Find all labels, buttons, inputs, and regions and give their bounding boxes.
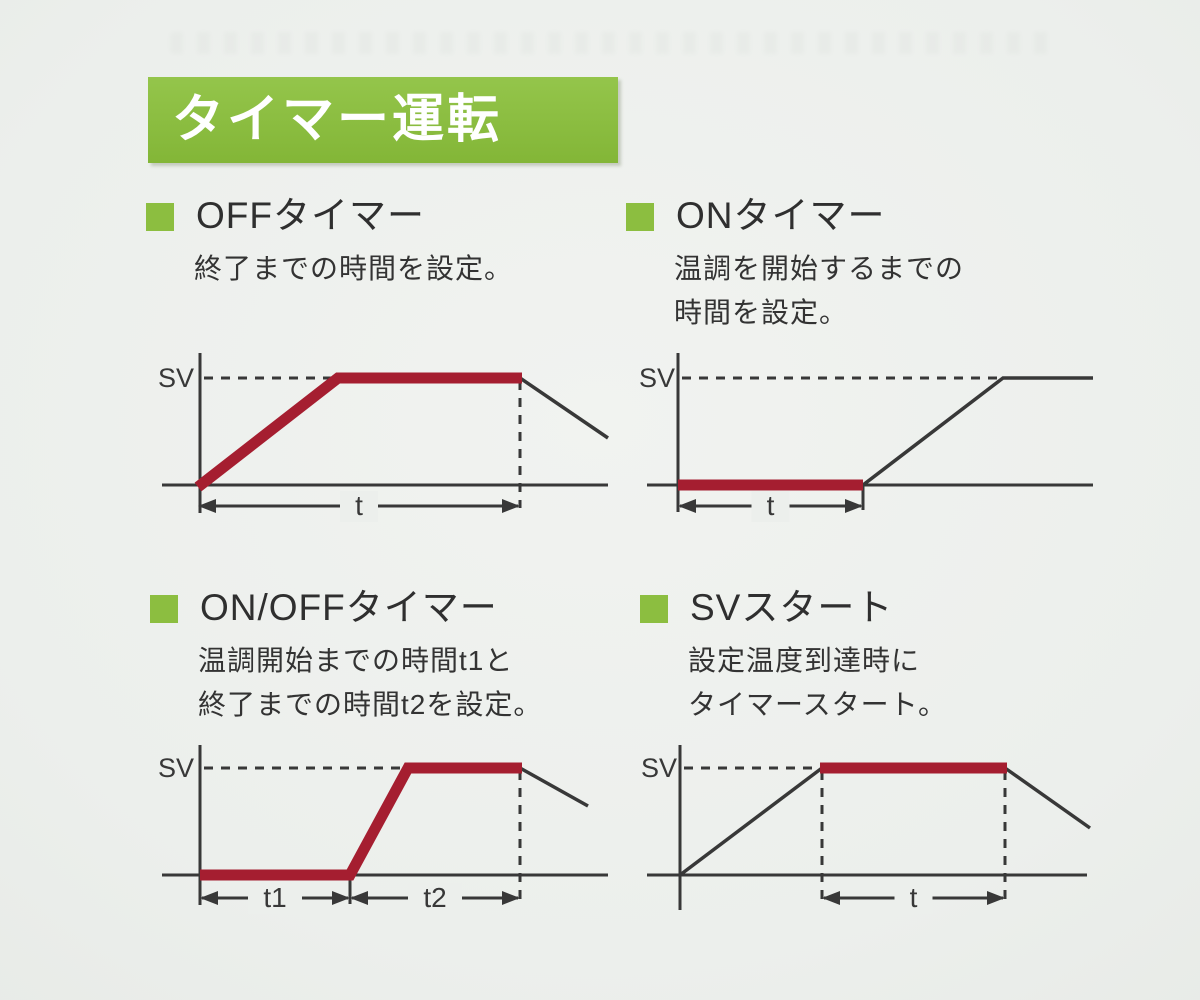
green-square-bullet-icon bbox=[150, 595, 178, 623]
svg-text:SV: SV bbox=[641, 753, 677, 783]
svg-text:t: t bbox=[767, 490, 775, 521]
green-square-bullet-icon bbox=[640, 595, 668, 623]
section-description: 温調開始までの時間t1と 終了までの時間t2を設定。 bbox=[198, 639, 630, 727]
section-sv-start: SVスタート 設定温度到達時に タイマースタート。 bbox=[640, 586, 1120, 727]
section-header: ONタイマー bbox=[626, 194, 1106, 238]
section-description-line: 設定温度到達時に bbox=[688, 644, 921, 676]
section-description-line: 温調開始までの時間t1と bbox=[198, 644, 514, 676]
svg-text:SV: SV bbox=[639, 363, 675, 393]
section-off-timer: OFFタイマー 終了までの時間を設定。 bbox=[146, 194, 626, 291]
off-timer-diagram: t SV bbox=[158, 353, 609, 522]
on-off-timer-diagram: t1 t2 SV bbox=[158, 745, 608, 914]
green-square-bullet-icon bbox=[626, 203, 654, 231]
svg-text:t: t bbox=[910, 882, 918, 913]
section-description-line: 温調を開始するまでの bbox=[674, 252, 965, 284]
section-description-line: タイマースタート。 bbox=[688, 688, 948, 720]
section-on-off-timer: ON/OFFタイマー 温調開始までの時間t1と 終了までの時間t2を設定。 bbox=[150, 586, 630, 727]
svg-text:t2: t2 bbox=[423, 882, 446, 913]
svg-text:t: t bbox=[355, 490, 363, 521]
section-title: ONタイマー bbox=[676, 195, 886, 236]
section-header: ON/OFFタイマー bbox=[150, 586, 630, 630]
svg-text:SV: SV bbox=[158, 363, 194, 393]
faint-ghost-text bbox=[170, 32, 1060, 54]
svg-text:t1: t1 bbox=[263, 882, 286, 913]
section-description-line: 時間を設定。 bbox=[674, 296, 849, 328]
page-title-banner: タイマー運転 bbox=[148, 77, 618, 163]
section-title: OFFタイマー bbox=[196, 195, 425, 236]
sv-start-diagram: t SV bbox=[641, 745, 1092, 914]
section-description: 温調を開始するまでの 時間を設定。 bbox=[674, 247, 1106, 335]
page-title: タイマー運転 bbox=[172, 91, 503, 149]
section-title: ON/OFFタイマー bbox=[200, 587, 498, 628]
section-description-line: 終了までの時間t2を設定。 bbox=[198, 688, 543, 720]
section-header: SVスタート bbox=[640, 586, 1120, 630]
section-on-timer: ONタイマー 温調を開始するまでの 時間を設定。 bbox=[626, 194, 1106, 335]
svg-text:SV: SV bbox=[158, 753, 194, 783]
green-square-bullet-icon bbox=[146, 203, 174, 231]
on-timer-diagram: t SV bbox=[639, 353, 1093, 522]
section-description: 設定温度到達時に タイマースタート。 bbox=[688, 639, 1120, 727]
section-header: OFFタイマー bbox=[146, 194, 626, 238]
section-description: 終了までの時間を設定。 bbox=[194, 247, 626, 291]
section-description-line: 終了までの時間を設定。 bbox=[194, 252, 514, 284]
section-title: SVスタート bbox=[690, 587, 894, 628]
